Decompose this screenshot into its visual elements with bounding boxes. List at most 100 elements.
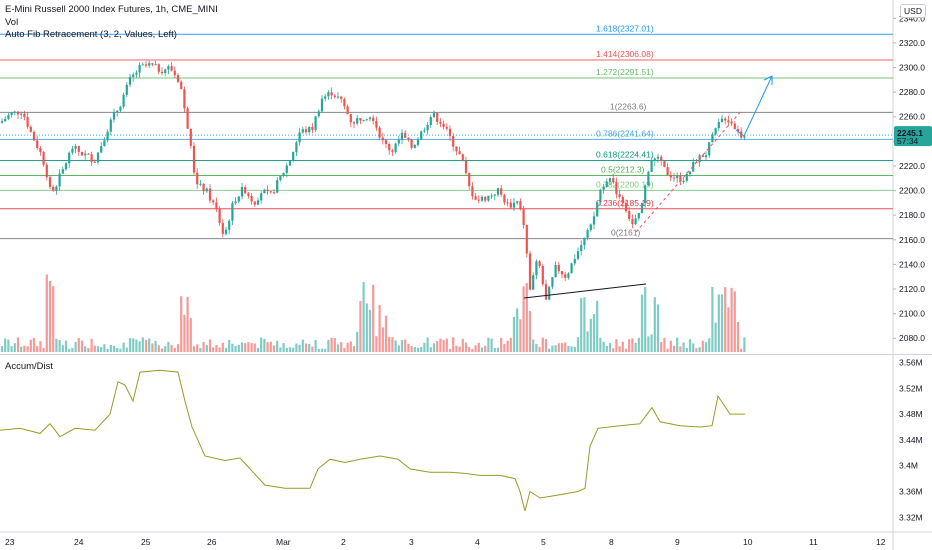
symbol-title[interactable]: E-Mini Russell 2000 Index Futures, 1h, C… <box>5 4 218 15</box>
price-tick-label: 2160.0 <box>899 235 925 245</box>
ad-tick-label: 3.32M <box>899 512 923 522</box>
volume-bar <box>471 348 474 352</box>
candle-body <box>336 96 340 98</box>
volume-bar <box>432 343 436 352</box>
volume-bar <box>263 338 266 352</box>
candle-body <box>442 123 445 127</box>
candle-body <box>45 164 48 178</box>
volume-bar <box>637 337 640 352</box>
volume-bar <box>90 338 93 352</box>
candle-body <box>221 222 224 234</box>
candle-body <box>394 143 397 152</box>
candle-body <box>439 121 442 124</box>
candle-body <box>282 172 285 177</box>
candle-body <box>592 216 596 225</box>
volume-bar <box>647 336 650 352</box>
volume-bar <box>352 346 356 352</box>
candle-body <box>212 200 215 203</box>
candle-body <box>503 194 506 203</box>
volume-bar <box>541 337 544 352</box>
volume-bar <box>605 345 608 352</box>
candle-body <box>144 64 148 66</box>
candle-body <box>58 173 61 187</box>
volume-bar <box>612 348 615 352</box>
candle-body <box>141 64 144 66</box>
candle-body <box>224 229 228 234</box>
volume-bar <box>240 342 244 352</box>
fib-legend[interactable]: Auto Fib Retracement (3, 2, Values, Left… <box>5 29 177 40</box>
time-tick-label: 25 <box>141 537 151 547</box>
candle-body <box>240 187 244 197</box>
candle-body <box>519 201 522 210</box>
volume-bar <box>80 340 84 352</box>
ad-axis[interactable]: 3.56M 3.52M 3.48M 3.44M 3.4M 3.36M 3.32M <box>899 357 923 522</box>
volume-bar <box>388 336 391 352</box>
trend-drawings[interactable] <box>523 75 773 299</box>
candle-body <box>125 84 128 95</box>
candle-body <box>701 155 704 158</box>
accum-dist-legend[interactable]: Accum/Dist <box>5 361 54 372</box>
candle-body <box>298 132 301 143</box>
volume-bar <box>279 347 282 352</box>
price-candles <box>0 60 746 301</box>
candle-body <box>189 128 192 146</box>
candle-body <box>644 185 647 203</box>
candle-body <box>637 213 640 219</box>
volume-bar <box>452 337 455 352</box>
candle-body <box>285 165 288 173</box>
candle-body <box>292 152 295 161</box>
volume-bar <box>74 341 77 352</box>
candle-body <box>522 209 525 226</box>
volume-bar <box>698 347 701 352</box>
candle-body <box>708 142 711 156</box>
vol-legend[interactable]: Vol <box>5 17 19 28</box>
volume-bar <box>736 322 740 352</box>
volume-bar <box>733 291 736 352</box>
volume-bar <box>538 346 541 352</box>
last-price-tag: 2245.157:34 <box>0 126 932 147</box>
volume-bar <box>100 347 103 352</box>
candle-body <box>160 71 164 74</box>
candle-body <box>10 112 13 116</box>
volume-bar <box>314 339 317 352</box>
volume-bar <box>599 337 602 352</box>
volume-bar <box>282 343 285 352</box>
candle-body <box>96 152 100 163</box>
candle-body <box>669 174 672 178</box>
currency-button[interactable]: USD <box>900 4 926 18</box>
volume-bar <box>29 339 32 352</box>
candle-body <box>676 175 679 179</box>
candle-body <box>445 126 448 129</box>
fib-level-label: 0.618(2224.41) <box>596 150 654 160</box>
price-tick-label: 2280.0 <box>899 87 925 97</box>
volume-bar <box>631 338 634 352</box>
price-axis[interactable]: 2340.02320.02300.02280.02260.02240.02220… <box>893 13 925 343</box>
candle-body <box>596 202 599 217</box>
volume-bar <box>327 339 330 352</box>
volume-bar <box>151 343 154 352</box>
candle-body <box>378 127 381 138</box>
volume-bar <box>682 342 685 352</box>
volume-bar <box>663 337 666 352</box>
volume-bar <box>141 337 144 352</box>
candle-body <box>724 118 727 121</box>
candle-body <box>557 264 560 272</box>
candle-body <box>359 118 362 121</box>
candle-body <box>640 202 644 214</box>
volume-bar <box>474 345 477 352</box>
accum-dist-series <box>0 369 745 512</box>
volume-bar <box>58 340 61 352</box>
volume-bar <box>448 348 452 352</box>
candle-body <box>218 208 221 223</box>
candle-body <box>599 189 602 203</box>
volume-bar <box>487 337 490 352</box>
volume-bar <box>650 334 653 352</box>
time-tick-label: 4 <box>475 537 480 547</box>
time-axis[interactable]: 23 24 25 26 Mar 2 3 4 5 8 9 10 11 12 <box>5 537 886 547</box>
volume-bar <box>436 341 439 352</box>
candle-body <box>727 120 730 123</box>
fib-retracement[interactable]: 1.618(2327.01) 1.414(2306.08) 1.272(2291.5… <box>0 23 893 240</box>
candle-body <box>77 146 80 152</box>
candle-body <box>231 203 234 221</box>
